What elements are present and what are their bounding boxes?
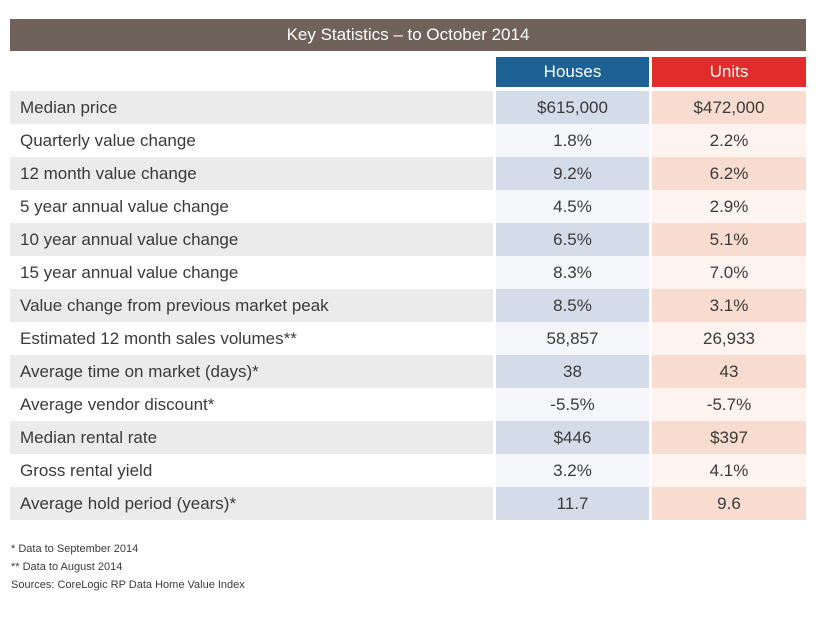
- table-row: Value change from previous market peak 8…: [10, 289, 806, 322]
- row-label: Average time on market (days)*: [10, 355, 493, 388]
- houses-value: 1.8%: [496, 124, 649, 157]
- units-value: 2.9%: [652, 190, 806, 223]
- units-value: 5.1%: [652, 223, 806, 256]
- houses-value: 6.5%: [496, 223, 649, 256]
- row-label: 10 year annual value change: [10, 223, 493, 256]
- table-row: Median rental rate $446 $397: [10, 421, 806, 454]
- table-row: 15 year annual value change 8.3% 7.0%: [10, 256, 806, 289]
- houses-value: 4.5%: [496, 190, 649, 223]
- table-row: Gross rental yield 3.2% 4.1%: [10, 454, 806, 487]
- row-label: Median rental rate: [10, 421, 493, 454]
- units-value: 3.1%: [652, 289, 806, 322]
- units-value: $397: [652, 421, 806, 454]
- houses-value: 8.5%: [496, 289, 649, 322]
- units-value: 4.1%: [652, 454, 806, 487]
- row-label: Average vendor discount*: [10, 388, 493, 421]
- units-value: 26,933: [652, 322, 806, 355]
- row-label: 12 month value change: [10, 157, 493, 190]
- footnotes: * Data to September 2014 ** Data to Augu…: [11, 540, 245, 594]
- houses-value: 3.2%: [496, 454, 649, 487]
- table-row: 5 year annual value change 4.5% 2.9%: [10, 190, 806, 223]
- table-row: Estimated 12 month sales volumes** 58,85…: [10, 322, 806, 355]
- row-label: Median price: [10, 91, 493, 124]
- row-label: Estimated 12 month sales volumes**: [10, 322, 493, 355]
- table-row: Average hold period (years)* 11.7 9.6: [10, 487, 806, 520]
- units-value: $472,000: [652, 91, 806, 124]
- units-value: 9.6: [652, 487, 806, 520]
- houses-value: 8.3%: [496, 256, 649, 289]
- table-row: Average time on market (days)* 38 43: [10, 355, 806, 388]
- statistics-table: Median price $615,000 $472,000 Quarterly…: [10, 91, 806, 520]
- table-row: Quarterly value change 1.8% 2.2%: [10, 124, 806, 157]
- units-value: 6.2%: [652, 157, 806, 190]
- row-label: Average hold period (years)*: [10, 487, 493, 520]
- table-title: Key Statistics – to October 2014: [10, 19, 806, 51]
- row-label: Value change from previous market peak: [10, 289, 493, 322]
- units-value: -5.7%: [652, 388, 806, 421]
- houses-value: $446: [496, 421, 649, 454]
- footnote-september: * Data to September 2014: [11, 543, 139, 555]
- row-label: Gross rental yield: [10, 454, 493, 487]
- houses-value: 38: [496, 355, 649, 388]
- houses-value: $615,000: [496, 91, 649, 124]
- houses-value: -5.5%: [496, 388, 649, 421]
- footnote-august: ** Data to August 2014: [11, 561, 123, 573]
- houses-value: 9.2%: [496, 157, 649, 190]
- houses-value: 11.7: [496, 487, 649, 520]
- table-row: Average vendor discount* -5.5% -5.7%: [10, 388, 806, 421]
- footnote-sources: Sources: CoreLogic RP Data Home Value In…: [11, 579, 245, 591]
- table-row: 12 month value change 9.2% 6.2%: [10, 157, 806, 190]
- row-label: 5 year annual value change: [10, 190, 493, 223]
- houses-column-header: Houses: [496, 57, 649, 87]
- units-column-header: Units: [652, 57, 806, 87]
- table-row: 10 year annual value change 6.5% 5.1%: [10, 223, 806, 256]
- row-label: 15 year annual value change: [10, 256, 493, 289]
- units-value: 43: [652, 355, 806, 388]
- houses-value: 58,857: [496, 322, 649, 355]
- units-value: 2.2%: [652, 124, 806, 157]
- row-label: Quarterly value change: [10, 124, 493, 157]
- table-row: Median price $615,000 $472,000: [10, 91, 806, 124]
- units-value: 7.0%: [652, 256, 806, 289]
